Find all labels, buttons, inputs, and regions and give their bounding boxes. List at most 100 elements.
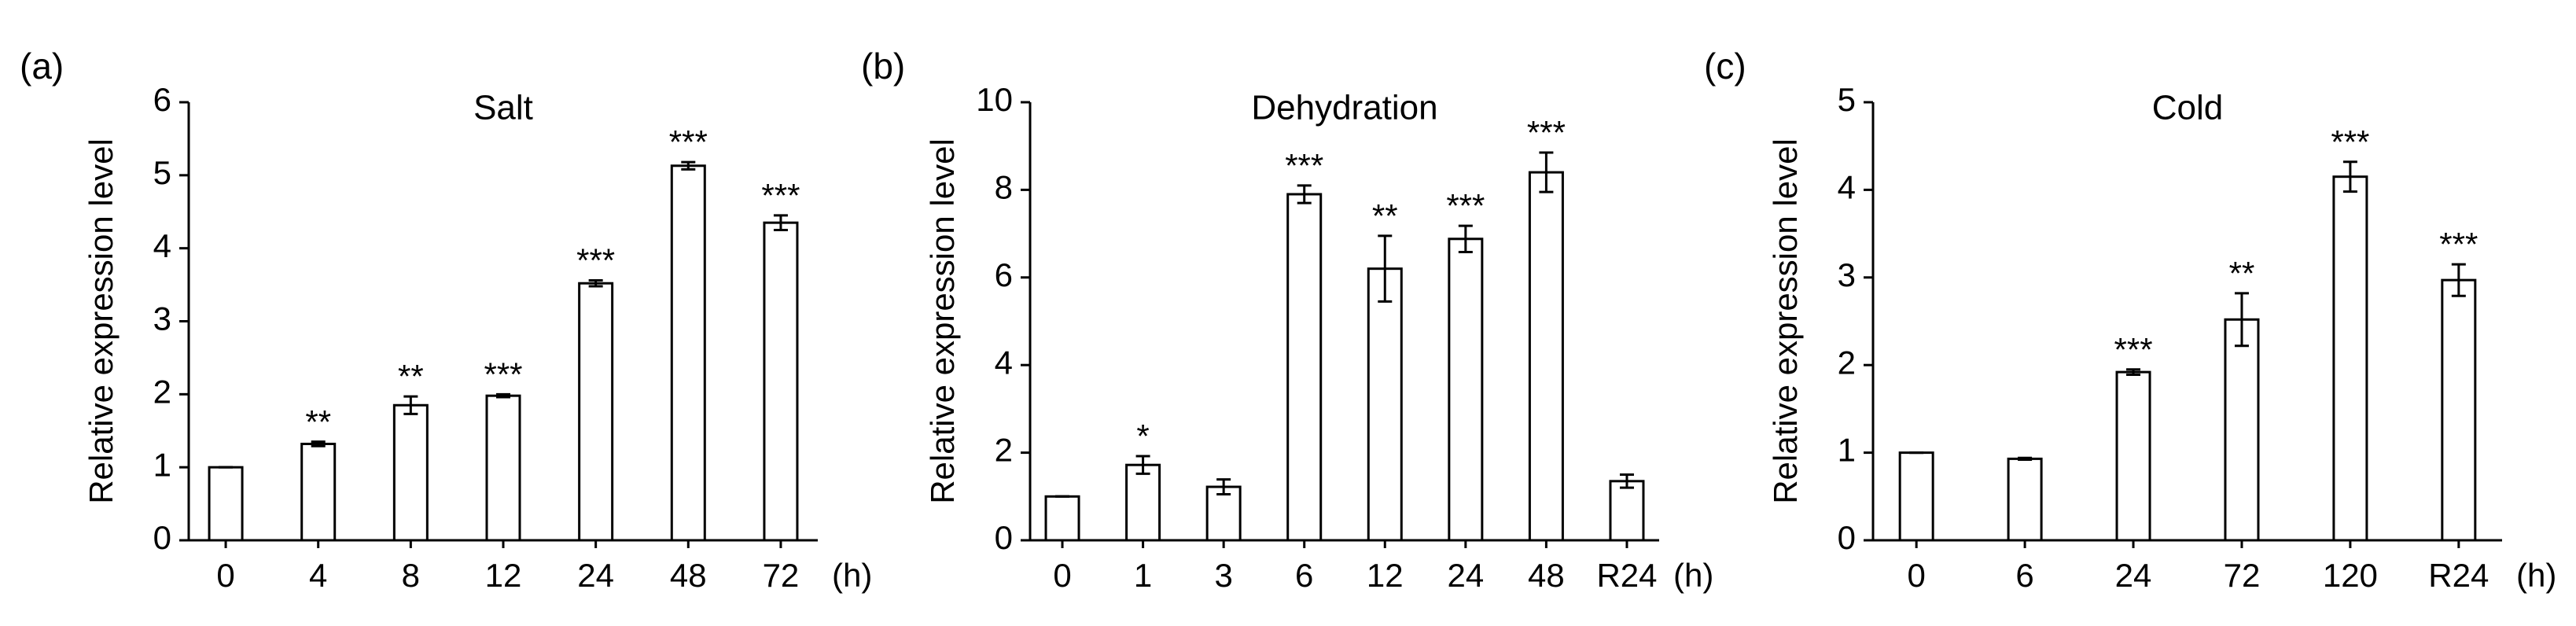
error-bar <box>1378 234 1393 303</box>
y-axis-label: Relative expression level <box>924 138 961 504</box>
error-bar <box>311 440 326 447</box>
error-bar <box>403 395 418 415</box>
x-tick-label: 24 <box>1447 557 1484 594</box>
bar <box>208 466 244 542</box>
y-tick-label: 2 <box>1838 344 1856 381</box>
panel-label: (c) <box>1704 46 1746 87</box>
bar <box>1044 495 1080 542</box>
x-tick-label: 0 <box>216 557 234 594</box>
error-bar <box>773 214 788 231</box>
x-tick-label: R24 <box>1596 557 1657 594</box>
y-tick-label: 5 <box>153 154 171 191</box>
x-unit: (h) <box>1673 557 1713 594</box>
panel-label: (b) <box>861 46 905 87</box>
significance-label: *** <box>484 355 522 392</box>
significance-label: ** <box>2229 255 2255 292</box>
bar <box>1205 485 1242 542</box>
y-tick-label: 0 <box>995 519 1013 556</box>
bar <box>1609 480 1645 542</box>
bar <box>1367 267 1403 542</box>
y-tick-label: 2 <box>153 373 171 410</box>
significance-label: *** <box>1446 187 1485 224</box>
error-bar <box>496 392 510 399</box>
significance-label: *** <box>576 242 615 279</box>
y-tick-label: 2 <box>995 432 1013 469</box>
x-tick-label: 0 <box>1907 557 1925 594</box>
y-tick-label: 1 <box>1838 432 1856 469</box>
y-tick-label: 4 <box>153 227 171 264</box>
error-bar <box>588 279 603 288</box>
bar <box>392 403 429 542</box>
chart-title: Cold <box>2152 89 2224 127</box>
panel-label: (a) <box>20 46 64 87</box>
error-bar <box>2126 368 2141 376</box>
bar <box>2224 318 2260 542</box>
x-tick-label: 6 <box>2015 557 2033 594</box>
error-bar <box>681 160 696 171</box>
error-bar <box>1458 224 1473 253</box>
bar <box>2115 370 2151 542</box>
bar <box>485 394 521 542</box>
x-tick-label: 1 <box>1134 557 1152 594</box>
y-tick-label: 6 <box>995 256 1013 293</box>
y-tick-label: 6 <box>153 81 171 118</box>
significance-label: *** <box>2114 331 2153 368</box>
significance-label: *** <box>761 177 800 214</box>
x-tick-label: 24 <box>2115 557 2152 594</box>
x-tick-label: 3 <box>1214 557 1232 594</box>
x-tick-label: 72 <box>2224 557 2261 594</box>
bar <box>1125 463 1161 542</box>
x-tick-label: 4 <box>309 557 327 594</box>
chart-title: Salt <box>473 89 533 127</box>
bar <box>1898 451 1934 542</box>
bar <box>300 442 337 542</box>
x-tick-label: 48 <box>670 557 707 594</box>
y-tick-label: 1 <box>153 446 171 483</box>
x-unit: (h) <box>2516 557 2556 594</box>
bar <box>670 164 706 542</box>
x-tick-label: 72 <box>763 557 800 594</box>
error-bar <box>2342 160 2357 193</box>
error-bar <box>2451 263 2466 297</box>
significance-label: *** <box>669 123 708 160</box>
significance-label: *** <box>1285 147 1323 184</box>
x-tick-label: 0 <box>1053 557 1071 594</box>
significance-label: *** <box>1527 114 1566 151</box>
y-axis-label: Relative expression level <box>83 138 120 504</box>
x-tick-label: 24 <box>577 557 614 594</box>
error-bar <box>1297 184 1312 204</box>
x-tick-label: 48 <box>1528 557 1565 594</box>
y-tick-label: 4 <box>1838 168 1856 205</box>
x-tick-label: R24 <box>2428 557 2489 594</box>
significance-label: *** <box>2439 226 2478 263</box>
error-bar <box>1619 473 1634 489</box>
error-bar <box>2234 292 2249 348</box>
y-tick-label: 8 <box>995 168 1013 205</box>
bar <box>1286 193 1323 542</box>
y-tick-label: 5 <box>1838 81 1856 118</box>
x-tick-label: 6 <box>1295 557 1313 594</box>
bar <box>763 221 799 542</box>
significance-label: * <box>1136 418 1149 455</box>
y-axis-label: Relative expression level <box>1767 138 1804 504</box>
y-tick-label: 3 <box>153 300 171 337</box>
y-tick-label: 10 <box>976 81 1013 118</box>
error-bar <box>1216 478 1231 496</box>
y-tick-label: 4 <box>995 344 1013 381</box>
x-tick-label: 12 <box>485 557 522 594</box>
bar <box>2441 278 2477 542</box>
y-tick-label: 0 <box>1838 519 1856 556</box>
significance-label: ** <box>398 358 424 395</box>
bar <box>2007 457 2043 542</box>
bar <box>578 282 614 542</box>
x-tick-label: 12 <box>1367 557 1404 594</box>
x-tick-label: 8 <box>402 557 420 594</box>
significance-label: ** <box>1372 197 1398 234</box>
bar <box>2332 175 2368 542</box>
significance-label: ** <box>305 403 331 440</box>
y-tick-label: 0 <box>153 519 171 556</box>
x-tick-label: 120 <box>2323 557 2378 594</box>
y-tick-label: 3 <box>1838 256 1856 293</box>
significance-label: *** <box>2331 123 2369 160</box>
